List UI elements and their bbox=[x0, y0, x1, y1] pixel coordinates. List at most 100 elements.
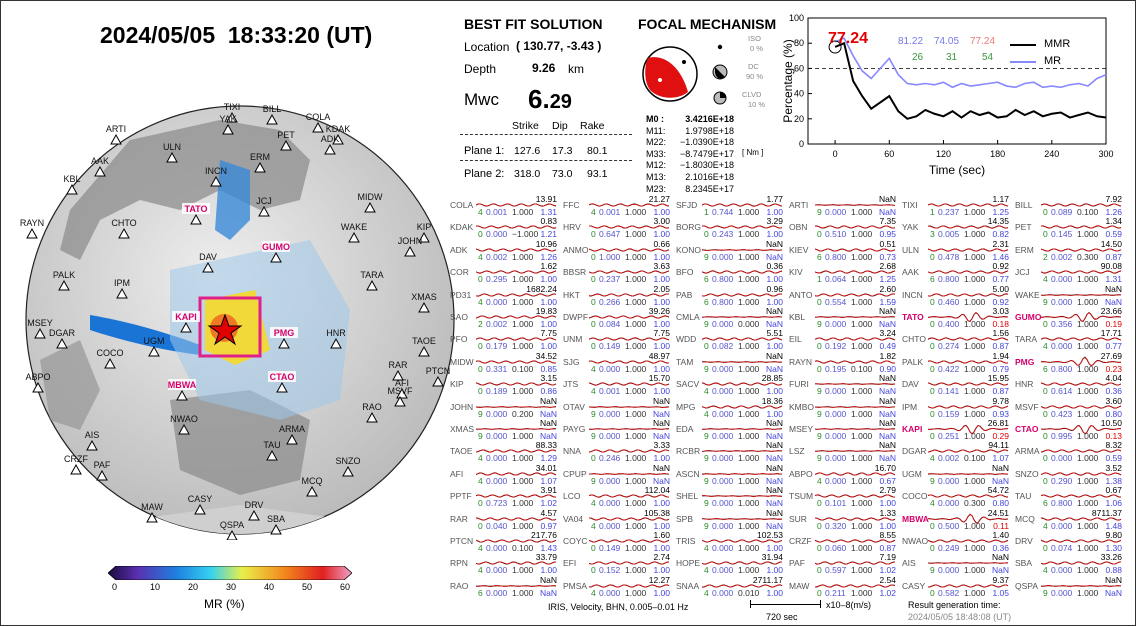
station-name: MCQ bbox=[1015, 513, 1035, 524]
station-cell: MSEY NaN 9 0.000 1.000 NaN bbox=[789, 418, 898, 441]
station-cell: KONO NaN 9 0.000 1.000 NaN bbox=[676, 239, 785, 262]
synthetic-trace bbox=[476, 337, 557, 342]
station-mr: 1.00 bbox=[766, 408, 783, 419]
station-value-a: 0.074 bbox=[1051, 543, 1073, 553]
station-name: RCBR bbox=[676, 446, 701, 457]
location-label: Location bbox=[464, 40, 510, 54]
station-label: KBL bbox=[63, 174, 80, 184]
station-label: MAW bbox=[141, 502, 163, 512]
station-amplitude: NaN bbox=[765, 350, 783, 361]
station-cell: PMG 27.69 6 0.800 1.000 0.23 bbox=[1015, 351, 1124, 374]
station-cell: SPB NaN 9 0.000 1.000 NaN bbox=[676, 508, 785, 531]
synthetic-trace bbox=[1041, 356, 1122, 367]
waveform-trace bbox=[476, 315, 557, 319]
station-value-a: 0.192 bbox=[825, 341, 847, 352]
station-cell: NWAO 1.40 0 0.249 1.000 0.36 bbox=[902, 530, 1011, 553]
waveform-trace bbox=[928, 424, 1009, 435]
synthetic-trace bbox=[589, 292, 670, 297]
station-value-b: 1.000 bbox=[851, 408, 873, 419]
synthetic-trace bbox=[928, 404, 1009, 409]
station-value-b: 1.000 bbox=[851, 251, 873, 262]
waveform-trace bbox=[476, 539, 557, 543]
station-value-a: 0.001 bbox=[599, 386, 621, 397]
station-value-b: 1.000 bbox=[625, 520, 647, 531]
mr-value-b: 74.05 bbox=[934, 36, 960, 47]
station-value-a: 0.145 bbox=[1051, 229, 1073, 240]
station-chto: CHTO bbox=[111, 218, 137, 239]
waveform-trace bbox=[928, 449, 1009, 454]
waveform-trace bbox=[702, 495, 783, 498]
station-value-b: 1.000 bbox=[738, 453, 760, 464]
colorbar-tick: 20 bbox=[188, 582, 199, 592]
y-tick-label: 100 bbox=[789, 13, 804, 23]
station-flag: 0 bbox=[704, 229, 709, 240]
waveform-trace bbox=[702, 404, 783, 409]
synthetic-trace bbox=[928, 337, 1009, 342]
clvd-label: CLVD bbox=[742, 90, 762, 99]
station-cell: UGM NaN 9 0.000 1.000 NaN bbox=[902, 463, 1011, 486]
station-value-b: 0.000 bbox=[738, 319, 760, 329]
station-name: CPUP bbox=[563, 468, 587, 479]
station-value-a: 0.101 bbox=[825, 498, 847, 509]
station-value-a: 0.614 bbox=[1051, 386, 1073, 397]
station-value-a: 0.002 bbox=[486, 319, 508, 329]
station-value-a: 0.000 bbox=[712, 386, 734, 397]
x-tick-label: 180 bbox=[990, 149, 1005, 159]
station-value-a: 0.000 bbox=[599, 520, 621, 531]
station-name: HRV bbox=[563, 222, 581, 233]
station-flag: 0 bbox=[478, 498, 483, 509]
station-mr: 1.48 bbox=[1105, 520, 1122, 531]
station-name: CMLA bbox=[676, 312, 700, 322]
station-amplitude: 16.70 bbox=[874, 462, 896, 473]
station-name: KONO bbox=[676, 244, 702, 255]
station-label: JOHN bbox=[398, 236, 423, 246]
station-paf: PAF bbox=[94, 460, 111, 481]
waveform-trace bbox=[1041, 382, 1122, 386]
station-value-b: 1.000 bbox=[964, 319, 986, 329]
synthetic-trace bbox=[815, 383, 896, 386]
station-mr: 0.11 bbox=[993, 520, 1009, 531]
asia-landmass bbox=[60, 120, 310, 260]
station-mr: 0.73 bbox=[879, 251, 896, 262]
station-value-a: 0.000 bbox=[938, 498, 960, 509]
station-flag: 0 bbox=[478, 363, 483, 374]
station-label: KDAK bbox=[326, 124, 351, 134]
synthetic-trace bbox=[815, 516, 896, 521]
col-dip: Dip bbox=[552, 120, 568, 132]
station-flag: 6 bbox=[1043, 363, 1048, 374]
station-flag: 4 bbox=[478, 207, 483, 217]
waveform-trace bbox=[1041, 584, 1122, 587]
station-cell: PFO 7.75 0 0.179 1.000 1.00 bbox=[450, 328, 559, 352]
station-label: TARA bbox=[360, 270, 383, 280]
station-name: PMSA bbox=[563, 580, 588, 591]
time-scale-label: 720 sec bbox=[766, 612, 798, 622]
station-cell: COLA 13.91 4 0.001 1.000 1.31 bbox=[450, 194, 559, 217]
station-mr: 1.02 bbox=[540, 498, 557, 509]
station-name: MPG bbox=[676, 401, 696, 412]
station-amplitude: 26.81 bbox=[987, 418, 1009, 428]
synthetic-trace bbox=[589, 449, 670, 454]
station-mr: 0.67 bbox=[879, 475, 896, 486]
moment-row: M11: 1.9798E+18 bbox=[646, 126, 746, 138]
station-flag: 0 bbox=[591, 319, 596, 329]
station-cell: HOPE 31.94 4 0.000 1.000 1.00 bbox=[676, 552, 785, 575]
station-value-a: 0.266 bbox=[599, 296, 621, 307]
waveform-trace bbox=[702, 337, 783, 342]
station-flag: 0 bbox=[478, 341, 483, 352]
station-name: RAR bbox=[450, 513, 468, 524]
moment-row: M13: 2.1016E+18 bbox=[646, 172, 746, 184]
station-amplitude: 7.19 bbox=[879, 552, 896, 563]
station-flag: 0 bbox=[478, 229, 483, 240]
peak-marker bbox=[828, 40, 842, 54]
waveform-trace bbox=[928, 203, 1009, 207]
station-mr: 1.00 bbox=[766, 229, 783, 240]
epicenter-star bbox=[207, 313, 243, 346]
y-axis-label: Percentage (%) bbox=[781, 39, 795, 122]
waveform-trace bbox=[928, 513, 1009, 524]
station-flag: 0 bbox=[478, 274, 483, 285]
station-mr: 0.36 bbox=[992, 543, 1009, 553]
station-value-a: 0.001 bbox=[599, 207, 621, 217]
station-flag: 9 bbox=[817, 431, 822, 441]
colorbar-tick: 50 bbox=[302, 582, 313, 592]
